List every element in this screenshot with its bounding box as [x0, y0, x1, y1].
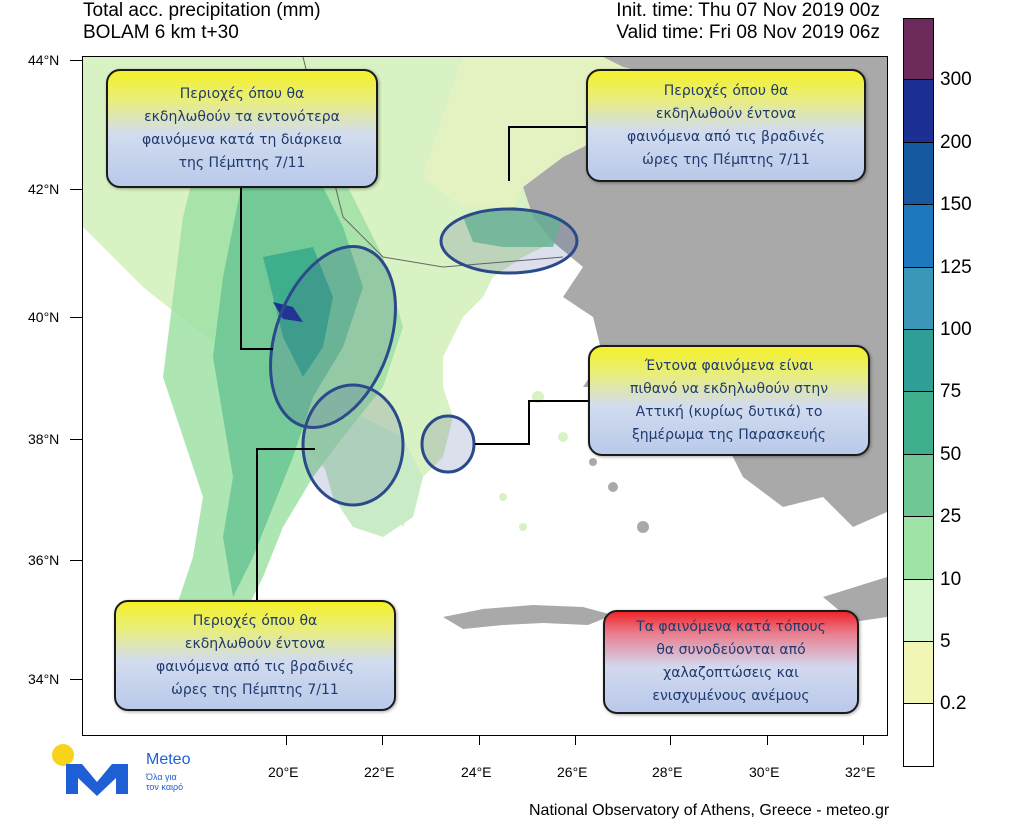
land-peloponnese	[313, 417, 423, 537]
lat-tick-label: 40°N	[28, 309, 60, 325]
colorbar-label: 5	[940, 631, 951, 652]
footer-credit: National Observatory of Athens, Greece -…	[529, 802, 890, 819]
lat-tick-mark	[70, 60, 82, 61]
colorbar-segment	[903, 267, 934, 330]
connector-east	[475, 400, 589, 445]
colorbar-label: 300	[940, 69, 972, 91]
lon-tick-label: 32°E	[845, 764, 876, 780]
callout-ne: Περιοχές όπου θα εκδηλωθούν έντονα φαινόμε…	[586, 69, 866, 182]
callout-nw: Περιοχές όπου θα εκδηλωθούν τα εντονότερα…	[106, 69, 378, 188]
lon-tick-mark	[670, 735, 671, 745]
callout-nw-text: Περιοχές όπου θα εκδηλωθούν τα εντονότερα…	[141, 85, 343, 171]
colorbar-segment	[903, 392, 934, 455]
colorbar-segment	[903, 579, 934, 642]
lon-tick-mark	[382, 735, 383, 745]
lat-tick-mark	[70, 439, 82, 440]
colorbar-segment	[903, 142, 934, 206]
callout-se-warning: Τα φαινόμενα κατά τόπους θα συνοδεύονται …	[603, 610, 859, 714]
colorbar-segment	[903, 80, 934, 143]
lat-tick-mark	[70, 679, 82, 680]
colorbar-segment	[903, 642, 934, 705]
precip-core	[273, 302, 303, 322]
lon-tick-label: 22°E	[364, 764, 395, 780]
precip-band-50	[213, 167, 363, 597]
precip-band-75	[263, 247, 333, 377]
lon-tick-mark	[575, 735, 576, 745]
connector-sw	[256, 448, 315, 602]
lon-tick-mark	[479, 735, 480, 745]
chart-title: Total acc. precipitation (mm)	[83, 0, 321, 21]
land-crete	[443, 605, 613, 629]
model-subtitle: BOLAM 6 km t+30	[83, 22, 239, 43]
lat-tick-label: 36°N	[28, 552, 60, 568]
lat-tick-mark	[70, 189, 82, 190]
colorbar-label: 10	[940, 568, 962, 590]
colorbar-segment	[903, 18, 934, 81]
land-cyprus-edge	[823, 577, 887, 622]
colorbar-label: 25	[940, 506, 962, 528]
colorbar-label: 125	[940, 256, 972, 278]
logo-tagline: Όλα για τον καιρό	[146, 772, 184, 792]
meteo-logo-icon	[52, 744, 128, 796]
meteo-logo: Meteo Όλα για τον καιρό	[52, 742, 202, 798]
colorbar-segment	[903, 205, 934, 268]
highlight-ellipse-peloponnese-north	[301, 383, 405, 507]
colorbar-segment	[903, 704, 934, 767]
colorbar-label: 150	[940, 194, 972, 216]
lon-tick-label: 24°E	[461, 764, 492, 780]
connector-ne	[508, 126, 588, 181]
lon-tick-mark	[767, 735, 768, 745]
logo-name: Meteo	[146, 751, 191, 768]
callout-east: Έντονα φαινόμενα είναι πιθανό να εκδηλωθο…	[588, 345, 870, 456]
init-time: Init. time: Thu 07 Nov 2019 00z	[616, 0, 880, 21]
lat-tick-mark	[70, 560, 82, 561]
lon-tick-label: 26°E	[557, 764, 588, 780]
colorbar-segment	[903, 517, 934, 580]
highlight-ellipse-attica	[420, 414, 476, 474]
lat-tick-label: 44°N	[28, 52, 60, 68]
callout-sw-text: Περιοχές όπου θα εκδηλωθούν έντονα φαινόμε…	[155, 612, 355, 698]
colorbar-segment	[903, 330, 934, 393]
lat-tick-mark	[70, 317, 82, 318]
callout-sw: Περιοχές όπου θα εκδηλωθούν έντονα φαινόμε…	[114, 600, 396, 711]
callout-east-text: Έντονα φαινόμενα είναι πιθανό να εκδηλωθο…	[629, 357, 829, 443]
connector-nw	[240, 185, 273, 350]
colorbar-label: 75	[940, 381, 962, 403]
callout-se-text: Τα φαινόμενα κατά τόπους θα συνοδεύονται …	[636, 619, 826, 704]
lon-tick-label: 30°E	[749, 764, 780, 780]
lon-tick-mark	[863, 735, 864, 745]
colorbar-label: 0.2	[940, 693, 967, 715]
highlight-ellipse-epirus	[269, 245, 397, 429]
lon-tick-label: 20°E	[268, 764, 299, 780]
colorbar-label: 100	[940, 319, 972, 340]
lat-tick-label: 42°N	[28, 181, 60, 197]
precip-north	[463, 207, 563, 247]
valid-time: Valid time: Fri 08 Nov 2019 06z	[616, 22, 880, 43]
lon-tick-mark	[286, 735, 287, 745]
colorbar-segment	[903, 454, 934, 518]
colorbar-label: 200	[940, 131, 972, 153]
lat-tick-label: 34°N	[28, 671, 60, 687]
colorbar-label: 50	[940, 443, 962, 465]
lon-tick-label: 28°E	[652, 764, 683, 780]
lat-tick-label: 38°N	[28, 431, 60, 447]
callout-ne-text: Περιοχές όπου θα εκδηλωθούν έντονα φαινόμε…	[626, 82, 826, 168]
highlight-ellipse-thrace	[439, 207, 579, 275]
